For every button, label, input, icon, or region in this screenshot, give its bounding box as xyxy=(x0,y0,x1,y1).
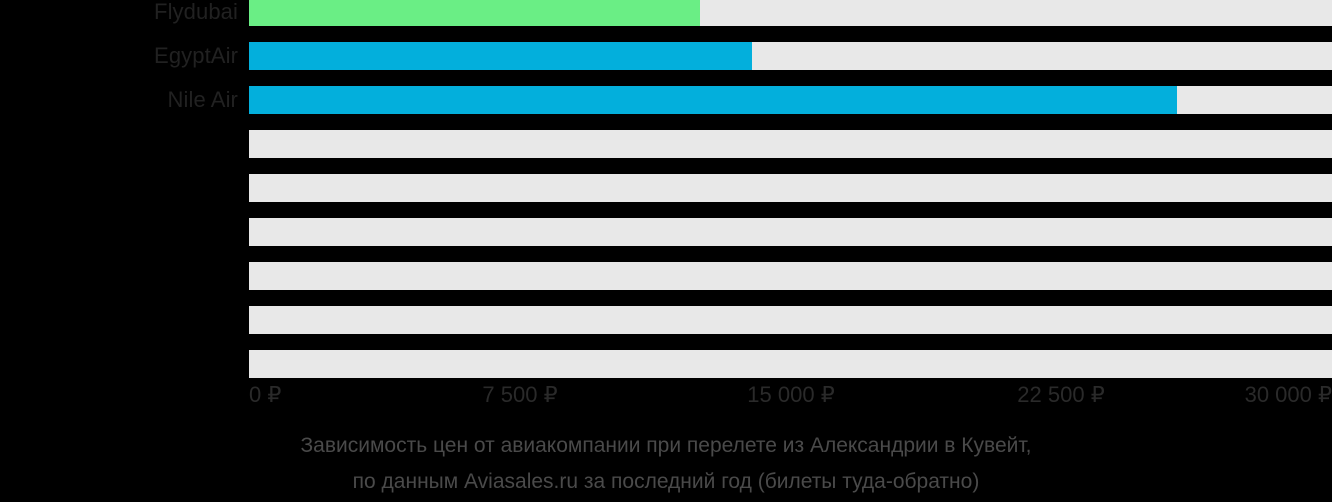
bar-row: Flydubai xyxy=(0,0,1332,26)
plot-area: Flydubai EgyptAir Nile Air xyxy=(0,0,1332,378)
bar-track xyxy=(249,218,1332,246)
bar-track xyxy=(249,262,1332,290)
empty-bar-row xyxy=(0,218,1332,246)
x-axis-tick-label: 30 000 ₽ xyxy=(1244,382,1332,407)
bar-track xyxy=(249,306,1332,334)
chart-caption-line: по данным Aviasales.ru за последний год … xyxy=(352,470,980,493)
bar-track xyxy=(249,86,1332,114)
chart-caption: Зависимость цен от авиакомпании при пере… xyxy=(0,428,1332,500)
chart-caption-line: Зависимость цен от авиакомпании при пере… xyxy=(300,434,1032,457)
bar-category-label: Flydubai xyxy=(154,0,238,24)
empty-bar-row xyxy=(0,262,1332,290)
bar-row: Nile Air xyxy=(0,86,1332,114)
x-axis-tick-label: 15 000 ₽ xyxy=(747,382,835,407)
bar-fill xyxy=(249,0,700,26)
empty-bar-row xyxy=(0,350,1332,378)
bar-track xyxy=(249,174,1332,202)
bar-track xyxy=(249,350,1332,378)
bar-track xyxy=(249,42,1332,70)
bar-row: EgyptAir xyxy=(0,42,1332,70)
bar-track xyxy=(249,0,1332,26)
bar-track xyxy=(249,130,1332,158)
empty-bar-row xyxy=(0,174,1332,202)
x-axis-tick-label: 7 500 ₽ xyxy=(482,382,558,407)
empty-bar-row xyxy=(0,306,1332,334)
x-axis-tick-labels: 0 ₽ 7 500 ₽ 15 000 ₽ 22 500 ₽ 30 000 ₽ xyxy=(0,378,1332,412)
x-axis-tick-label: 0 ₽ xyxy=(249,382,282,407)
bar-category-label: EgyptAir xyxy=(154,43,238,68)
bar-fill xyxy=(249,86,1177,114)
empty-bar-row xyxy=(0,130,1332,158)
bar-fill xyxy=(249,42,752,70)
x-axis-tick-label: 22 500 ₽ xyxy=(1017,382,1105,407)
bar-category-label: Nile Air xyxy=(167,87,238,112)
